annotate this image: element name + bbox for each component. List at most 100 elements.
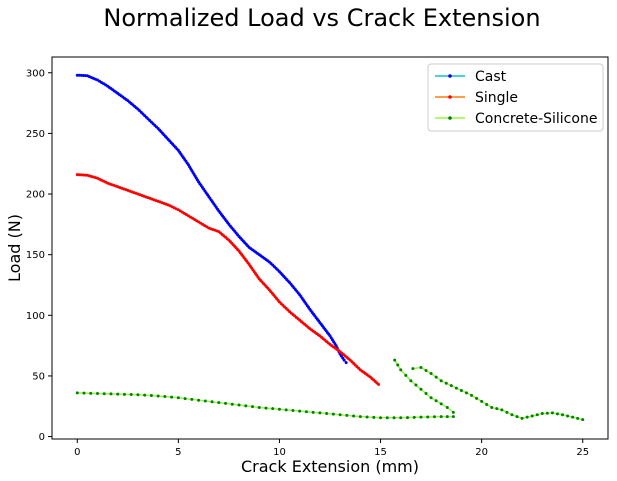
data-point — [122, 392, 126, 396]
data-point — [149, 394, 153, 398]
x-tick-label: 15 — [374, 447, 387, 458]
x-axis-label: Crack Extension (mm) — [241, 457, 419, 476]
legend-items: Cast Single Concrete-Silicone — [435, 69, 597, 127]
data-point — [298, 409, 302, 413]
data-point — [393, 358, 397, 362]
data-point — [210, 400, 214, 404]
data-point — [561, 413, 565, 417]
data-point — [439, 379, 443, 383]
y-tick-label: 300 — [26, 68, 45, 79]
x-tick-label: 20 — [475, 447, 488, 458]
data-point — [331, 412, 335, 416]
data-point — [412, 415, 416, 419]
legend-label: Single — [475, 90, 518, 106]
data-point — [485, 402, 489, 406]
data-point — [566, 414, 570, 418]
data-point — [190, 397, 194, 401]
data-point — [434, 399, 438, 403]
data-point — [257, 405, 261, 409]
data-point — [490, 405, 494, 409]
data-point — [429, 372, 433, 376]
data-point — [419, 415, 423, 419]
data-point — [439, 402, 443, 406]
series-layer — [75, 73, 585, 422]
data-point — [500, 408, 504, 412]
data-point — [424, 368, 428, 372]
data-point — [399, 416, 403, 420]
data-point — [230, 402, 234, 406]
data-point — [163, 395, 167, 399]
data-point — [197, 398, 201, 402]
data-point — [475, 396, 479, 400]
x-tick-label: 25 — [576, 447, 589, 458]
data-point — [480, 399, 484, 403]
data-point — [530, 414, 534, 418]
data-point — [396, 363, 400, 367]
data-point — [439, 415, 443, 419]
data-point — [385, 416, 389, 420]
series-single — [75, 173, 381, 386]
y-tick-label: 50 — [32, 371, 45, 382]
data-point — [217, 401, 221, 405]
data-point — [445, 415, 449, 419]
data-point — [203, 399, 207, 403]
series-line — [77, 392, 454, 419]
data-point — [451, 410, 455, 414]
data-point — [459, 388, 463, 392]
data-point — [271, 407, 275, 411]
data-point — [445, 405, 449, 409]
data-point — [432, 415, 436, 419]
data-point — [449, 384, 453, 388]
data-point — [102, 392, 106, 396]
data-point — [419, 387, 423, 391]
data-point — [224, 401, 228, 405]
data-point — [176, 396, 180, 400]
series-concrete-silicone — [75, 358, 585, 422]
data-point — [325, 412, 329, 416]
y-tick-label: 200 — [26, 190, 45, 201]
data-point — [571, 415, 575, 419]
data-point — [426, 415, 430, 419]
data-point — [576, 416, 580, 420]
data-point — [344, 361, 348, 365]
data-point — [434, 375, 438, 379]
data-point — [311, 410, 315, 414]
data-point — [409, 379, 413, 383]
data-point — [510, 413, 514, 417]
y-axis-label: Load (N) — [5, 214, 24, 282]
y-tick-label: 150 — [26, 250, 45, 261]
data-point — [129, 393, 133, 397]
data-point — [520, 416, 524, 420]
data-point — [291, 409, 295, 412]
data-point — [515, 415, 519, 419]
y-axis: 0 50 100 150 200 250 300 — [26, 68, 52, 443]
data-point — [379, 416, 383, 420]
x-tick-label: 0 — [74, 447, 80, 458]
data-point — [244, 404, 248, 408]
data-point — [470, 393, 474, 397]
legend-marker — [448, 95, 452, 99]
legend-marker — [448, 116, 452, 120]
legend: Cast Single Concrete-Silicone — [427, 63, 604, 132]
y-tick-label: 100 — [26, 311, 45, 322]
data-point — [109, 392, 113, 396]
data-point — [277, 407, 281, 411]
data-point — [550, 411, 554, 415]
data-point — [454, 386, 458, 390]
data-point — [464, 391, 468, 395]
data-point — [284, 408, 288, 412]
data-point — [304, 410, 308, 414]
data-point — [404, 373, 408, 377]
data-point — [444, 381, 448, 385]
data-point — [372, 415, 376, 419]
data-point — [358, 415, 362, 419]
data-point — [545, 411, 549, 415]
x-axis: 0 5 10 15 20 25 — [74, 439, 589, 458]
data-point — [136, 393, 140, 397]
data-point — [406, 416, 409, 420]
data-point — [264, 406, 268, 410]
data-point — [170, 395, 174, 399]
y-tick-label: 0 — [39, 432, 45, 443]
data-point — [183, 397, 187, 401]
